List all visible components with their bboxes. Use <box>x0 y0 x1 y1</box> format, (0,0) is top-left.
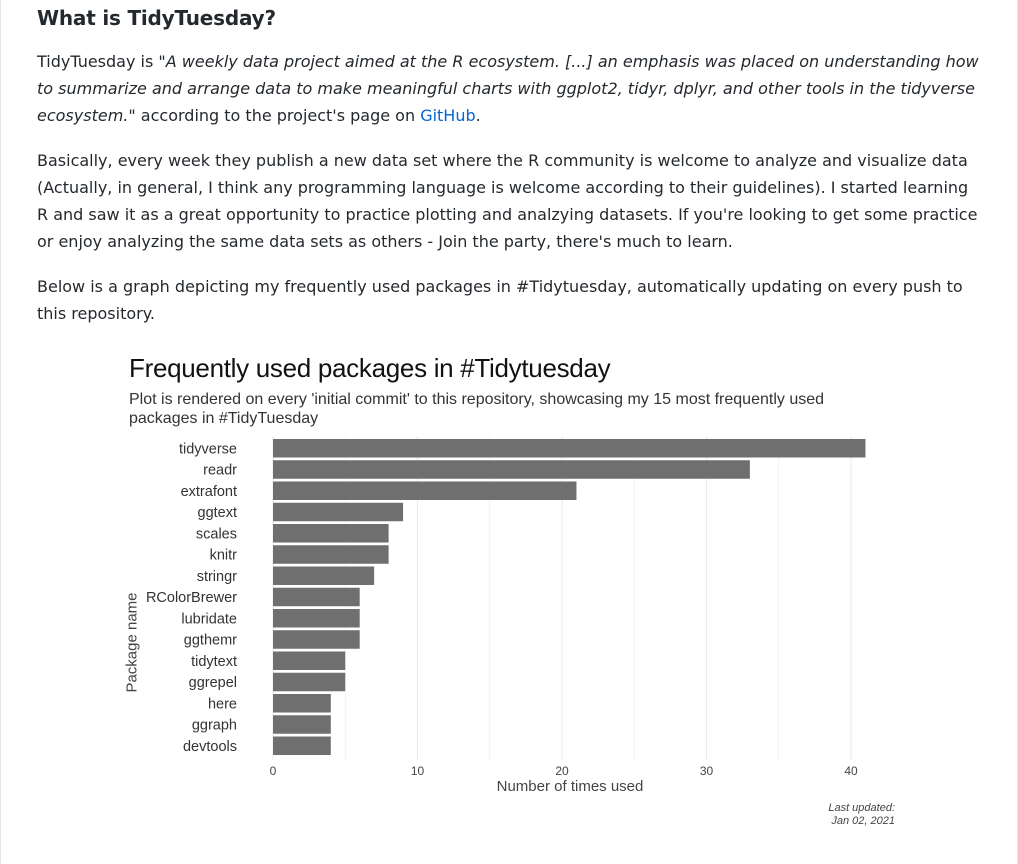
section-heading: What is TidyTuesday? <box>37 6 276 30</box>
chart-canvas: tidyverse readr extrafont ggtext scales knitr… <box>146 436 866 778</box>
bar-ggtext <box>273 502 404 522</box>
bar-ggrepel <box>273 672 346 692</box>
category-label: devtools <box>183 739 237 755</box>
last-updated-label: Last updated: <box>828 802 895 814</box>
intro-paragraph: TidyTuesday is "A weekly data project ai… <box>37 48 982 129</box>
bar-RColorBrewer <box>273 587 360 607</box>
chart-title: Frequently used packages in #Tidytuesday <box>129 353 611 383</box>
bar-here <box>273 694 331 713</box>
bar-tidyverse <box>273 439 866 458</box>
category-label: scales <box>196 526 237 542</box>
page-border-left <box>0 0 1 864</box>
bar-readr <box>273 460 750 479</box>
x-axis-label: Number of times used <box>496 778 644 795</box>
description-paragraph: Basically, every week they publish a new… <box>37 151 978 251</box>
category-label: ggrepel <box>189 675 237 691</box>
bar-stringr <box>273 566 375 585</box>
intro-prefix: TidyTuesday is " <box>37 52 166 71</box>
category-label: knitr <box>210 548 238 564</box>
category-label: ggtext <box>198 505 238 521</box>
category-label: here <box>208 696 237 712</box>
category-label: extrafont <box>181 484 237 500</box>
packages-chart: tidyverse readr extrafont ggtext scales knitr… <box>123 348 905 838</box>
x-tick-label: 40 <box>844 764 858 778</box>
bar-devtools <box>273 736 331 755</box>
x-tick-label: 10 <box>411 764 425 778</box>
bar-lubridate <box>273 609 360 628</box>
category-label: tidyverse <box>179 441 237 457</box>
intro-quote: A weekly data project aimed at the R eco… <box>37 52 979 125</box>
last-updated-caption: Last updated: Jan 02, 2021 <box>813 802 895 828</box>
category-label: stringr <box>197 569 237 585</box>
bar-ggthemr <box>273 630 360 649</box>
category-label: readr <box>203 463 237 479</box>
category-label: RColorBrewer <box>146 590 237 606</box>
intro-suffix: " according to the project's page on <box>128 106 421 125</box>
y-axis-label: Package name <box>123 592 141 693</box>
x-tick-label: 30 <box>700 764 714 778</box>
graph-intro-paragraph: Below is a graph depicting my frequently… <box>37 277 963 323</box>
category-label: ggthemr <box>184 633 237 649</box>
bar-scales <box>273 524 389 543</box>
intro-end: . <box>475 106 481 125</box>
category-label: lubridate <box>181 611 237 627</box>
chart-subtitle: Plot is rendered on every 'initial commi… <box>129 391 825 427</box>
x-tick-label: 20 <box>555 764 569 778</box>
bar-tidytext <box>273 651 346 670</box>
category-label: ggraph <box>192 718 237 734</box>
x-tick-label: 0 <box>270 764 277 778</box>
github-link[interactable]: GitHub <box>420 106 476 125</box>
bar-extrafont <box>273 481 577 500</box>
category-label: tidytext <box>191 654 237 670</box>
bar-knitr <box>273 545 389 564</box>
bar-ggraph <box>273 715 331 734</box>
last-updated-date: Jan 02, 2021 <box>831 815 895 827</box>
